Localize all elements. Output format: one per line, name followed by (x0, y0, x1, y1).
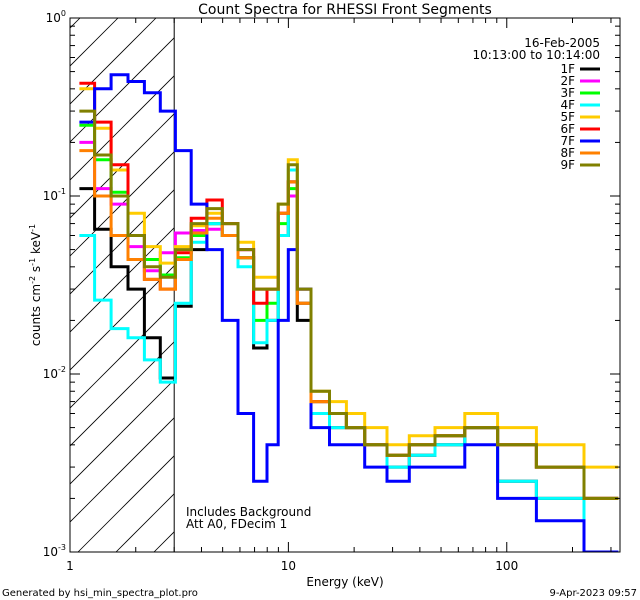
hatch-line (70, 417, 175, 523)
y-tick-label: 10-3 (43, 543, 66, 559)
hatch-line (458, 18, 640, 552)
legend-label-1f: 1F (560, 62, 575, 76)
y-tick-label: 100 (46, 9, 66, 25)
series-7f (79, 73, 619, 552)
hatch-line (70, 75, 175, 181)
series-4f (79, 168, 619, 552)
plot-frame (69, 17, 621, 553)
hatch-line (70, 189, 175, 295)
legend-label-6f: 6F (560, 122, 575, 136)
background-region-hatch (0, 18, 640, 552)
hatch-line (70, 18, 157, 105)
y-axis-label: counts cm-2 s-1 keV-1 (28, 224, 43, 346)
annotation-attenuator: Att A0, FDecim 1 (186, 517, 287, 531)
footer-timestamp: 9-Apr-2023 09:57 (550, 588, 637, 599)
legend-label-8f: 8F (560, 146, 575, 160)
y-axis-ticks: 100 10-1 10-2 10-3 (43, 9, 620, 559)
hatch-line (420, 18, 640, 552)
legend-label-4f: 4F (560, 98, 575, 112)
legend: 16-Feb-2005 10:13:00 to 10:14:00 1F2F3F4… (473, 36, 600, 172)
hatch-line (70, 151, 175, 257)
hatch-line (70, 341, 175, 447)
series-9f (79, 109, 619, 500)
x-axis-label: Energy (keV) (306, 575, 383, 589)
hatch-line (70, 18, 119, 67)
x-tick-label: 10 (281, 559, 296, 573)
hatch-line (610, 18, 640, 552)
hatch-line (382, 18, 640, 552)
hatch-line (534, 18, 640, 552)
legend-label-5f: 5F (560, 110, 575, 124)
hatch-line (70, 37, 175, 143)
legend-label-7f: 7F (560, 134, 575, 148)
hatch-line (70, 303, 175, 409)
x-tick-label: 100 (495, 559, 518, 573)
hatch-line (70, 379, 175, 485)
hatch-line (306, 18, 640, 552)
hatch-line (70, 227, 175, 333)
series-group (79, 73, 619, 552)
hatch-line (0, 18, 4, 552)
y-tick-label: 10-2 (43, 365, 66, 381)
annotation-background: Includes Background (186, 505, 311, 519)
hatch-line (572, 18, 640, 552)
legend-date: 16-Feb-2005 (524, 36, 600, 50)
legend-label-3f: 3F (560, 86, 575, 100)
legend-label-2f: 2F (560, 74, 575, 88)
y-tick-label: 10-1 (43, 187, 66, 203)
chart-title: Count Spectra for RHESSI Front Segments (198, 2, 492, 18)
hatch-line (77, 455, 175, 552)
footer-generated-by: Generated by hsi_min_spectra_plot.pro (2, 588, 198, 599)
hatch-line (70, 265, 175, 371)
legend-time-range: 10:13:00 to 10:14:00 (473, 48, 600, 62)
legend-label-9f: 9F (560, 158, 575, 172)
hatch-line (230, 18, 640, 552)
x-axis-ticks: 1 10 100 (66, 18, 612, 573)
x-tick-label: 1 (66, 559, 74, 573)
